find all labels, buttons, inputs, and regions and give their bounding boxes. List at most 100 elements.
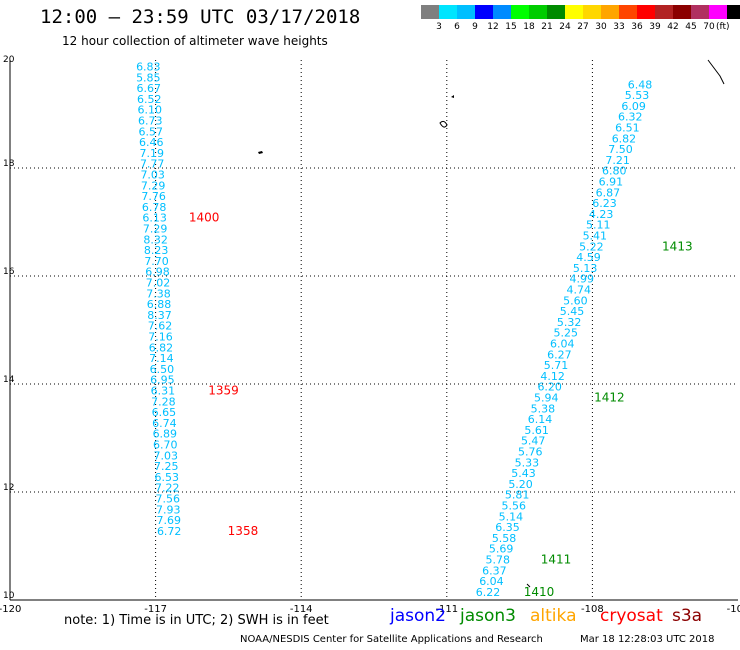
credit-line: NOAA/NESDIS Center for Satellite Applica… — [240, 634, 543, 645]
color-scale-label: 39 — [649, 22, 661, 32]
wave-height-value: 4.99 — [569, 273, 594, 286]
wave-height-value: 7.29 — [143, 222, 168, 235]
wave-height-value: 5.38 — [531, 402, 556, 415]
wave-height-value: 7.62 — [148, 320, 173, 333]
wave-height-value: 5.20 — [508, 478, 533, 491]
pass-time-label: 1410 — [524, 585, 555, 599]
wave-height-value: 6.35 — [495, 521, 520, 534]
wave-height-value: 6.50 — [150, 363, 175, 376]
wave-height-value: 6.82 — [612, 132, 637, 145]
color-scale-label: 12 — [487, 22, 499, 32]
wave-height-value: 8.32 — [143, 233, 168, 246]
wave-height-value: 7.03 — [154, 449, 179, 462]
wave-height-value: 4.74 — [567, 284, 592, 297]
x-tick-label: -114 — [290, 604, 313, 615]
color-swatch — [493, 5, 511, 19]
wave-height-value: 5.56 — [502, 500, 527, 513]
footnote: note: 1) Time is in UTC; 2) SWH is in fe… — [64, 613, 329, 628]
legend-item-jason2: jason2 — [390, 606, 446, 626]
wave-height-value: 5.25 — [553, 327, 578, 340]
wave-height-value: 7.16 — [148, 330, 173, 343]
pass-time-label: 1359 — [208, 383, 239, 397]
wave-height-value: 5.81 — [505, 489, 530, 502]
color-swatch — [421, 5, 439, 19]
wave-height-value: 7.50 — [608, 143, 633, 156]
wave-height-value: 6.10 — [138, 104, 163, 117]
wave-height-value: 4.12 — [540, 370, 565, 383]
coastline-shape — [707, 59, 725, 85]
wave-height-value: 5.85 — [136, 71, 161, 84]
color-swatch — [565, 5, 583, 19]
color-swatch — [727, 5, 740, 19]
color-swatch — [691, 5, 709, 19]
color-scale-label: 9 — [472, 22, 478, 32]
wave-height-value: 5.45 — [560, 305, 585, 318]
color-swatch — [673, 5, 691, 19]
y-tick-label: 20 — [3, 55, 15, 65]
wave-height-value: 7.77 — [140, 158, 165, 171]
wave-height-value: 5.94 — [534, 392, 559, 405]
y-tick-label: 14 — [3, 375, 15, 385]
legend-item-jason3: jason3 — [460, 606, 516, 626]
pass-time-label: 1358 — [228, 524, 259, 538]
chart-title: 12:00 — 23:59 UTC 03/17/2018 — [40, 6, 361, 28]
wave-height-value: 6.52 — [137, 93, 162, 106]
wave-height-value: 7.76 — [141, 190, 166, 203]
wave-height-value: 7.19 — [139, 147, 164, 160]
color-scale-label: 3 — [436, 22, 442, 32]
color-swatch — [511, 5, 529, 19]
y-tick-label: 10 — [3, 591, 15, 601]
color-swatch — [709, 5, 727, 19]
wave-height-value: 6.78 — [142, 201, 167, 214]
color-scale-label: 27 — [577, 22, 589, 32]
wave-height-value: 6.73 — [138, 114, 163, 127]
wave-height-value: 7.93 — [156, 503, 181, 516]
wave-height-value: 5.58 — [492, 532, 517, 545]
wave-height-value: 7.21 — [605, 154, 630, 167]
color-swatch — [547, 5, 565, 19]
wave-height-value: 6.88 — [147, 298, 172, 311]
pass-time-label: 1412 — [594, 391, 625, 405]
island-shape — [258, 151, 263, 154]
wave-height-value: 6.98 — [145, 266, 170, 279]
wave-height-value: 5.61 — [524, 424, 549, 437]
chart-subtitle: 12 hour collection of altimeter wave hei… — [62, 34, 328, 48]
legend-item-cryosat: cryosat — [600, 606, 663, 626]
y-tick-label: 12 — [3, 483, 14, 493]
wave-height-value: 6.48 — [628, 78, 653, 91]
wave-height-value: 6.65 — [152, 406, 177, 419]
wave-height-value: 5.71 — [544, 359, 569, 372]
wave-height-value: 6.13 — [142, 212, 167, 225]
color-scale-label: 24 — [559, 22, 571, 32]
wave-height-value: 5.69 — [489, 543, 514, 556]
color-swatch — [529, 5, 547, 19]
color-swatch — [583, 5, 601, 19]
wave-height-value: 7.28 — [151, 395, 176, 408]
wave-height-value: 6.87 — [596, 186, 621, 199]
x-tick-label: -108 — [581, 604, 604, 615]
wave-height-value: 5.11 — [586, 219, 611, 232]
wave-height-value: 6.72 — [157, 525, 182, 538]
wave-height-value: 6.22 — [476, 586, 501, 599]
wave-height-value: 6.83 — [136, 60, 161, 73]
wave-height-value: 6.70 — [153, 438, 178, 451]
island-shape — [439, 120, 448, 128]
wave-height-value: 5.78 — [486, 554, 511, 567]
wave-height-value: 6.23 — [592, 197, 617, 210]
wave-height-value: 5.53 — [625, 89, 650, 102]
generation-timestamp: Mar 18 12:28:03 UTC 2018 — [580, 634, 715, 645]
wave-height-value: 8.23 — [144, 244, 169, 257]
wave-height-value: 6.53 — [155, 471, 180, 484]
wave-height-value: 6.67 — [137, 82, 162, 95]
wave-height-value: 5.22 — [579, 240, 604, 253]
wave-height-value: 6.91 — [599, 176, 624, 189]
wave-height-value: 7.38 — [146, 287, 171, 300]
wave-height-value: 6.57 — [138, 125, 163, 138]
y-tick-label: 16 — [3, 267, 15, 277]
wave-height-value: 6.04 — [550, 338, 575, 351]
pass-time-label: 1400 — [189, 211, 220, 225]
wave-height-value: 6.82 — [149, 341, 174, 354]
pass-time-label: 1411 — [541, 553, 572, 567]
color-scale-label: 45 — [685, 22, 697, 32]
wave-height-value: 6.46 — [139, 136, 164, 149]
